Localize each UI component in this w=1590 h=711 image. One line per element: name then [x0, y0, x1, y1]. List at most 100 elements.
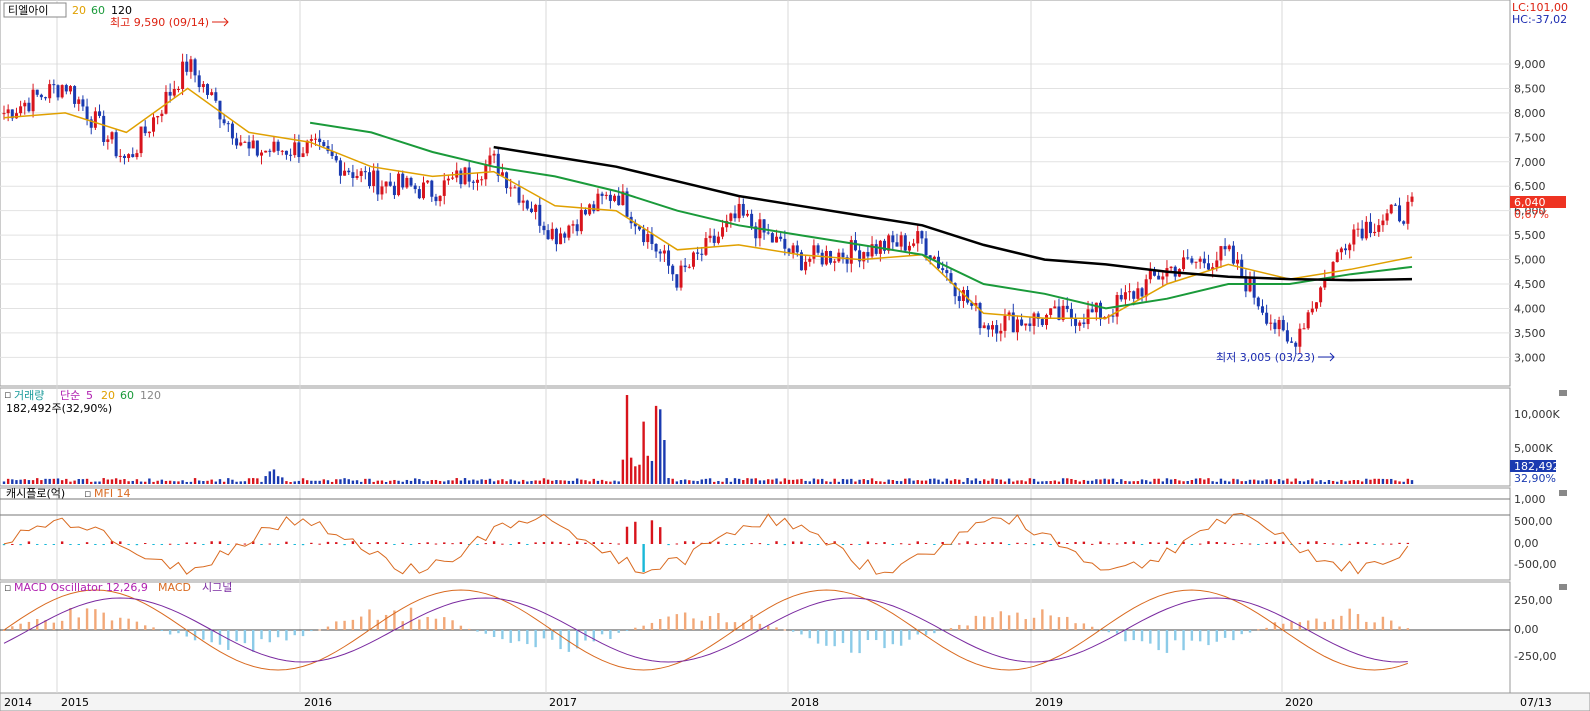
- price-tick-label: 7,000: [1514, 156, 1546, 169]
- candle-body: [384, 181, 388, 187]
- volume-bar: [480, 479, 483, 484]
- macd-toggle-icon[interactable]: ▫: [4, 581, 11, 594]
- volume-collapse-icon[interactable]: [1559, 390, 1567, 396]
- macd-osc-bar: [816, 630, 820, 644]
- volume-bar: [173, 481, 176, 484]
- volume-bar: [1244, 481, 1248, 484]
- volume-bar: [2, 481, 6, 484]
- cashflow-bar: [260, 544, 263, 545]
- stock-name-box[interactable]: [3, 2, 67, 18]
- cashflow-bar: [218, 541, 222, 544]
- volume-bar: [812, 478, 816, 484]
- volume-bar: [1306, 480, 1310, 484]
- price-tick-label: 3,000: [1514, 351, 1546, 364]
- candle-body: [297, 142, 301, 158]
- cashflow-bar: [343, 544, 346, 546]
- volume-bar: [430, 480, 433, 484]
- cashflow-bar: [409, 544, 413, 545]
- volume-bar: [625, 395, 629, 484]
- volume-ma5: 5: [86, 389, 93, 402]
- candle-body: [1356, 228, 1360, 230]
- cash-collapse-icon[interactable]: [1559, 490, 1567, 496]
- volume-bar: [1248, 479, 1252, 484]
- cashflow-bar: [77, 544, 80, 545]
- candle-body: [409, 177, 413, 186]
- macd-osc-bar: [841, 630, 845, 644]
- cashflow-bar: [908, 543, 911, 545]
- candle-body: [417, 189, 421, 199]
- macd-osc-bar: [908, 630, 911, 640]
- volume-bar: [467, 480, 471, 484]
- cashflow-bar: [575, 541, 579, 544]
- candle-body: [837, 252, 841, 262]
- current-price-badge: [1510, 196, 1566, 208]
- candle-body: [799, 252, 803, 271]
- macd-osc-bar: [1165, 630, 1169, 653]
- volume-bar: [762, 480, 766, 484]
- cashflow-bar: [733, 544, 737, 545]
- cashflow-bar: [36, 544, 39, 545]
- cashflow-panel[interactable]: [0, 487, 1511, 581]
- volume-ma120: 120: [140, 389, 161, 402]
- cashflow-bar: [675, 543, 679, 545]
- volume-bar: [94, 481, 97, 484]
- candle-body: [733, 213, 737, 219]
- macd-osc-bar: [77, 617, 80, 630]
- cashflow-bar: [517, 542, 521, 544]
- macd-osc-bar: [875, 630, 878, 641]
- cashflow-bar: [135, 544, 139, 546]
- candle-body: [89, 119, 93, 128]
- signal-line: [3, 597, 1408, 663]
- candle-body: [1186, 257, 1190, 259]
- volume-bar: [580, 479, 583, 484]
- volume-toggle-icon[interactable]: ▫: [4, 388, 11, 401]
- mfi-toggle-icon[interactable]: ▫: [84, 487, 91, 500]
- candle-body: [401, 173, 405, 188]
- candle-body: [172, 89, 176, 96]
- cashflow-bar: [1140, 544, 1144, 545]
- volume-bar: [629, 457, 633, 484]
- macd-osc-bar: [750, 614, 753, 630]
- cashflow-bar: [816, 544, 820, 545]
- candle-body: [114, 132, 118, 157]
- macd-collapse-icon[interactable]: [1559, 584, 1567, 590]
- candle-body: [928, 255, 932, 260]
- macd-panel[interactable]: [0, 581, 1511, 694]
- ma120-line: [493, 145, 1413, 282]
- cashflow-bar: [850, 543, 853, 545]
- cashflow-bar: [1381, 543, 1385, 545]
- macd-osc-bar: [1074, 623, 1077, 630]
- candle-body: [824, 250, 828, 265]
- volume-title: 거래량: [14, 389, 44, 402]
- volume-bar: [123, 479, 126, 484]
- volume-bar: [305, 480, 309, 484]
- macd-osc-bar: [168, 630, 172, 635]
- cashflow-bar: [742, 544, 745, 545]
- volume-bar: [1373, 478, 1376, 484]
- candle-body: [280, 150, 284, 152]
- volume-ma20: 20: [101, 389, 115, 402]
- cash-tick-1000: 1,000: [1514, 493, 1546, 506]
- volume-bar: [231, 479, 234, 484]
- macd-osc-bar: [393, 610, 396, 630]
- macd-osc-bar: [1057, 617, 1061, 630]
- volume-bar: [110, 479, 114, 484]
- cashflow-bar: [1198, 543, 1202, 545]
- candle-body: [102, 115, 106, 142]
- candle-body: [505, 172, 509, 189]
- volume-bar: [1111, 478, 1115, 484]
- volume-panel[interactable]: [0, 387, 1511, 487]
- volume-bar: [1331, 480, 1335, 484]
- volume-bar: [1203, 479, 1206, 484]
- volume-bar: [916, 480, 919, 484]
- macd-osc-bar: [135, 621, 139, 630]
- macd-osc-bar: [683, 612, 687, 630]
- volume-bar: [679, 480, 683, 484]
- cashflow-bar: [542, 542, 546, 544]
- candle-body: [1406, 201, 1410, 224]
- macd-osc-bar: [999, 611, 1003, 630]
- volume-bar: [1132, 481, 1135, 484]
- volume-bar: [933, 478, 936, 484]
- volume-bar: [193, 478, 197, 484]
